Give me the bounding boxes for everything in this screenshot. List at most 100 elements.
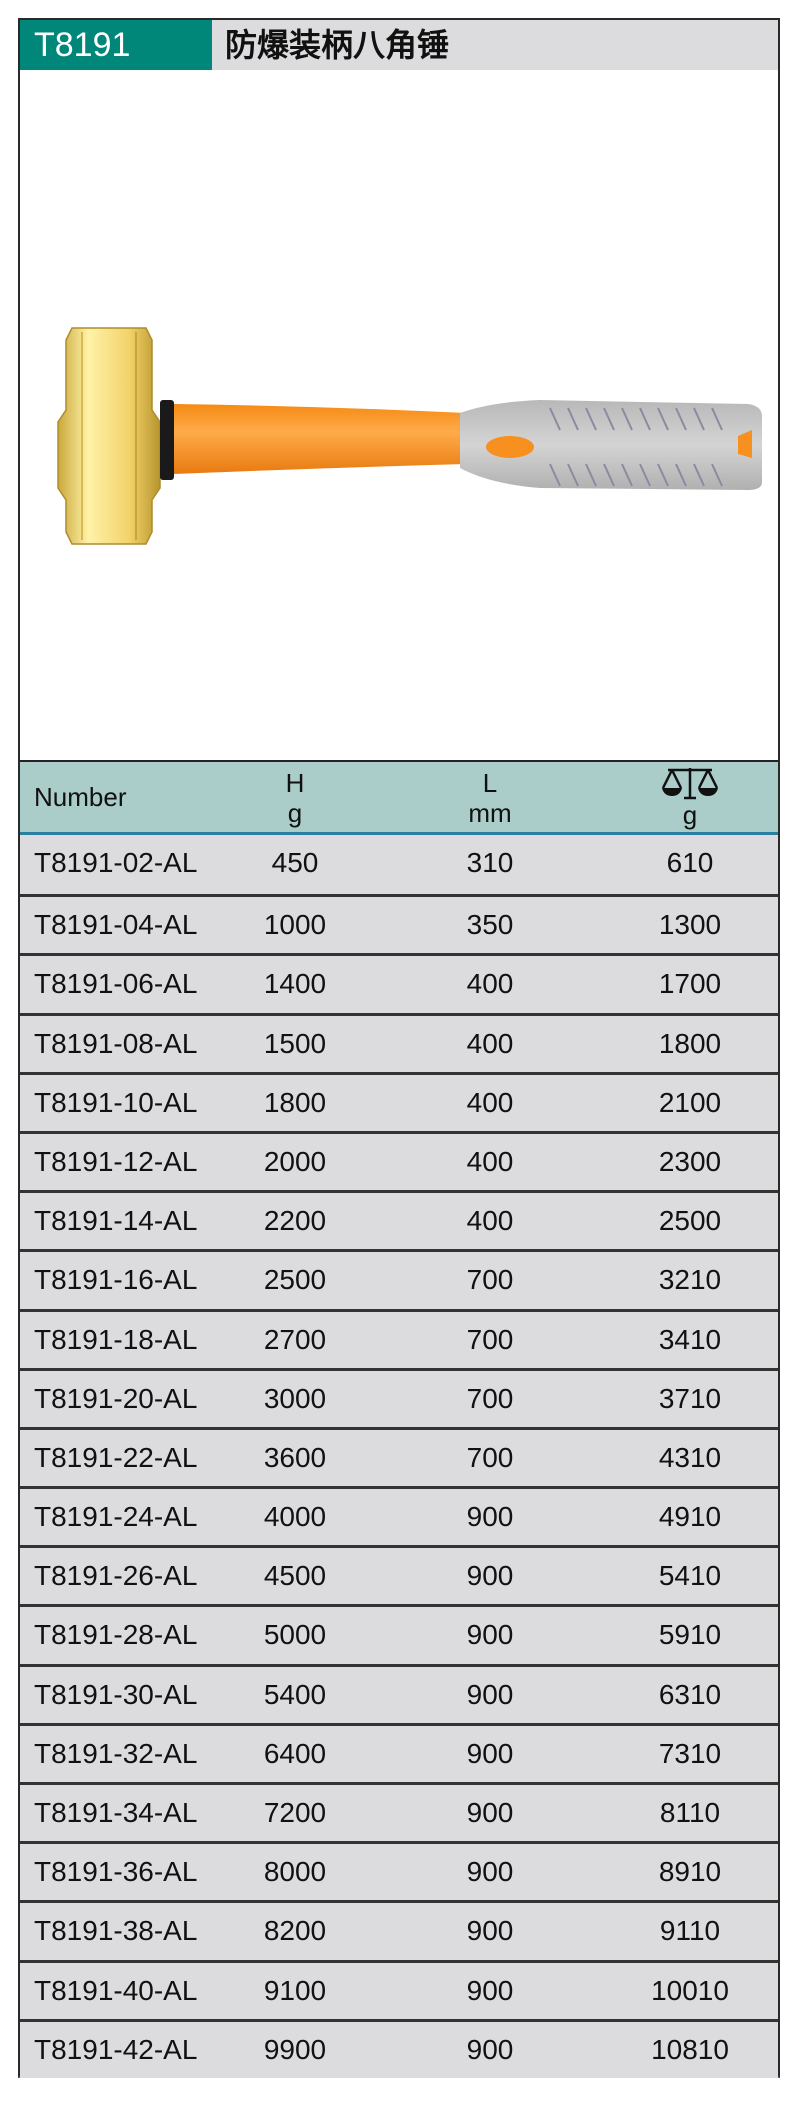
total-weight-cell: 8910 [658,1856,722,1888]
h-weight-cell: 9900 [263,2033,327,2065]
total-weight-cell: 3710 [658,1382,722,1414]
h-weight-cell: 2700 [263,1323,327,1355]
h-weight-cell: 8200 [263,1915,327,1947]
total-weight-cell: 1700 [658,968,722,1000]
part-number-cell: T8191-14-AL [34,1205,198,1237]
total-weight-cell: 1800 [658,1027,722,1059]
table-row: T8191-26-AL 4500 900 5410 [20,1545,778,1605]
length-cell: 400 [466,1086,514,1118]
product-image [20,70,778,762]
length-cell: 900 [466,1737,514,1769]
table-row: T8191-22-AL 3600 700 4310 [20,1426,778,1487]
part-number-cell: T8191-26-AL [34,1560,198,1592]
table-row: T8191-28-AL 5000 900 5910 [20,1604,778,1664]
h-weight-cell: 3600 [263,1441,327,1473]
title-bar: T8191 防爆装柄八角锤 [20,20,778,70]
h-weight-cell: 4000 [263,1501,327,1533]
total-weight-cell: 4310 [658,1441,722,1473]
table-row: T8191-40-AL 9100 900 10010 [20,1959,778,2019]
table-row: T8191-10-AL 1800 400 2100 [20,1071,778,1131]
column-header-l: L mm [410,768,570,828]
column-header-h-label: H [285,768,305,798]
h-weight-cell: 8000 [263,1856,327,1888]
part-number-cell: T8191-32-AL [34,1737,198,1769]
part-number-cell: T8191-36-AL [34,1856,198,1888]
length-cell: 700 [466,1264,514,1296]
table-row: T8191-20-AL 3000 700 3710 [20,1367,778,1427]
h-weight-cell: 6400 [263,1737,327,1769]
h-weight-cell: 2200 [263,1205,327,1237]
h-weight-cell: 1400 [263,968,327,1000]
h-weight-cell: 3000 [263,1382,327,1414]
length-cell: 900 [466,2033,514,2065]
product-title: 防爆装柄八角锤 [225,27,450,63]
length-cell: 400 [466,1027,514,1059]
handle-ring [160,400,174,480]
h-weight-cell: 5000 [263,1619,327,1651]
hammer-illustration [57,327,762,545]
part-number-cell: T8191-08-AL [34,1027,198,1059]
part-number-cell: T8191-22-AL [34,1441,198,1473]
length-cell: 900 [466,1974,514,2006]
table-row: T8191-36-AL 8000 900 8910 [20,1841,778,1901]
h-weight-cell: 450 [271,847,319,878]
fiberglass-handle [174,404,466,474]
part-number-cell: T8191-20-AL [34,1382,198,1414]
length-cell: 900 [466,1797,514,1828]
balance-scale-icon [661,768,719,800]
column-header-weight-unit: g [682,800,698,830]
product-sheet: T8191 防爆装柄八角锤 [18,18,780,2078]
table-row: T8191-14-AL 2200 400 2500 [20,1190,778,1250]
length-cell: 900 [466,1915,514,1947]
h-weight-cell: 7200 [263,1797,327,1828]
table-row: T8191-18-AL 2700 700 3410 [20,1308,778,1368]
table-row: T8191-42-AL 9900 900 10810 [20,2018,778,2078]
part-number-cell: T8191-24-AL [34,1501,198,1533]
table-row: T8191-24-AL 4000 900 4910 [20,1486,778,1546]
length-cell: 900 [466,1678,514,1710]
column-header-l-label: L [482,768,498,798]
total-weight-cell: 6310 [658,1678,722,1710]
length-cell: 350 [466,909,514,941]
h-weight-cell: 2000 [263,1145,327,1177]
part-number-cell: T8191-06-AL [34,968,198,1000]
total-weight-cell: 8110 [659,1797,721,1828]
length-cell: 700 [466,1323,514,1355]
table-header: Number H g L mm g [20,762,778,835]
h-weight-cell: 9100 [263,1974,327,2006]
total-weight-cell: 5910 [658,1619,722,1651]
length-cell: 900 [466,1856,514,1888]
hammer-head [57,327,161,545]
part-number-cell: T8191-42-AL [34,2033,198,2065]
column-header-number: Number [34,782,127,812]
part-number-cell: T8191-18-AL [34,1323,198,1355]
table-body: T8191-02-AL 450 310 610 T8191-04-AL 1000 350 13… [20,835,778,2078]
table-row: T8191-04-AL 1000 350 1300 [20,894,778,954]
grip-orange-triangle [738,430,752,458]
total-weight-cell: 2500 [658,1205,722,1237]
table-row: T8191-12-AL 2000 400 2300 [20,1130,778,1191]
length-cell: 400 [466,1145,514,1177]
total-weight-cell: 4910 [658,1501,722,1533]
part-number-cell: T8191-10-AL [34,1086,198,1118]
table-row: T8191-06-AL 1400 400 1700 [20,953,778,1013]
column-header-l-unit: mm [468,798,512,828]
total-weight-cell: 610 [666,847,714,878]
column-header-weight: g [610,766,770,830]
grip-orange-insert [486,436,534,458]
rubber-grip [460,400,762,490]
h-weight-cell: 5400 [263,1678,327,1710]
total-weight-cell: 10010 [651,1974,729,2006]
part-number-cell: T8191-30-AL [34,1678,198,1710]
h-weight-cell: 2500 [263,1264,327,1296]
table-row: T8191-16-AL 2500 700 3210 [20,1249,778,1309]
part-number-cell: T8191-38-AL [34,1915,198,1947]
length-cell: 400 [466,968,514,1000]
table-row: T8191-32-AL 6400 900 7310 [20,1722,778,1782]
total-weight-cell: 10810 [651,2033,729,2065]
table-row: T8191-38-AL 8200 900 9110 [20,1900,778,1960]
part-number-cell: T8191-12-AL [34,1145,198,1177]
length-cell: 900 [466,1560,514,1592]
table-row: T8191-08-AL 1500 400 1800 [20,1012,778,1072]
total-weight-cell: 5410 [658,1560,722,1592]
